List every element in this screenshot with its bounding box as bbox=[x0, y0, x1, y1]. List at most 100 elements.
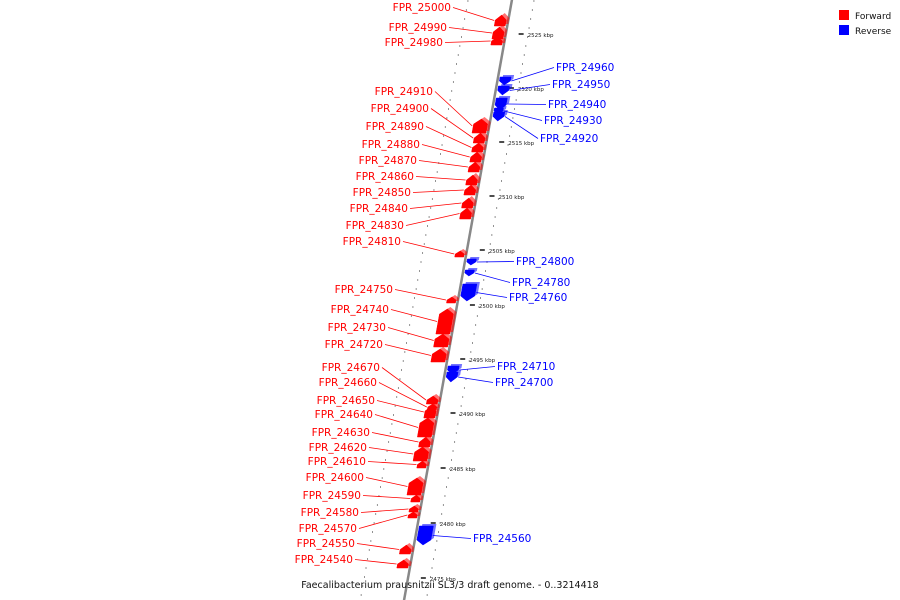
fpr-24810-label[interactable]: FPR_24810 bbox=[343, 236, 401, 248]
fpr-24780-glyph[interactable] bbox=[464, 269, 475, 277]
fpr-24650-glyph[interactable] bbox=[423, 405, 437, 419]
fpr-24920-glyph[interactable] bbox=[492, 111, 506, 122]
fpr-24810-leader-line bbox=[402, 241, 455, 255]
fpr-24550-glyph[interactable] bbox=[399, 544, 412, 555]
fpr-24780-label[interactable]: FPR_24780 bbox=[512, 277, 570, 289]
legend-swatch-reverse bbox=[839, 25, 849, 35]
fpr-24620-glyph[interactable] bbox=[412, 446, 429, 462]
fpr-24700-label[interactable]: FPR_24700 bbox=[495, 377, 553, 389]
fpr-24890-label[interactable]: FPR_24890 bbox=[366, 121, 424, 133]
fpr-24740-label[interactable]: FPR_24740 bbox=[331, 304, 389, 316]
fpr-24670-leader-line bbox=[381, 367, 427, 401]
fpr-24640-glyph[interactable] bbox=[417, 417, 435, 438]
scale-tick-label: 2525 kbp bbox=[528, 33, 554, 39]
fpr-24540-glyph[interactable] bbox=[396, 559, 409, 569]
scale-tick-label: 2485 kbp bbox=[450, 467, 476, 473]
fpr-24860-glyph[interactable] bbox=[465, 174, 478, 186]
fpr-24630-label[interactable]: FPR_24630 bbox=[312, 427, 370, 439]
fpr-24590-glyph[interactable] bbox=[410, 494, 421, 503]
fpr-24910-leader-line bbox=[434, 91, 473, 127]
fpr-24920-label[interactable]: FPR_24920 bbox=[540, 133, 598, 145]
fpr-24590-label[interactable]: FPR_24590 bbox=[303, 490, 361, 502]
fpr-24570-glyph[interactable] bbox=[407, 511, 418, 519]
map-caption: Faecalibacterium prausnitzii SL3/3 draft… bbox=[301, 580, 598, 591]
fpr-24850-label[interactable]: FPR_24850 bbox=[353, 187, 411, 199]
fpr-24830-glyph[interactable] bbox=[459, 207, 472, 220]
fpr-24660-label[interactable]: FPR_24660 bbox=[319, 377, 377, 389]
fpr-24720-label[interactable]: FPR_24720 bbox=[325, 339, 383, 351]
fpr-24670-label[interactable]: FPR_24670 bbox=[322, 362, 380, 374]
fpr-24880-glyph[interactable] bbox=[469, 151, 482, 163]
fpr-24730-label[interactable]: FPR_24730 bbox=[328, 322, 386, 334]
fpr-24750-glyph[interactable] bbox=[446, 296, 457, 304]
fpr-24860-label[interactable]: FPR_24860 bbox=[356, 171, 414, 183]
fpr-24950-label[interactable]: FPR_24950 bbox=[552, 79, 610, 91]
fpr-24990-label[interactable]: FPR_24990 bbox=[389, 22, 447, 34]
fpr-24910-glyph[interactable] bbox=[471, 118, 488, 134]
fpr-24540-label[interactable]: FPR_24540 bbox=[295, 554, 353, 566]
fpr-24560-glyph[interactable] bbox=[416, 525, 434, 546]
fpr-24600-glyph[interactable] bbox=[406, 477, 424, 496]
fpr-24760-glyph[interactable] bbox=[460, 283, 478, 302]
fpr-24870-label[interactable]: FPR_24870 bbox=[359, 155, 417, 167]
fpr-24840-label[interactable]: FPR_24840 bbox=[350, 203, 408, 215]
fpr-24570-leader-line bbox=[358, 514, 408, 529]
fpr-24960-glyph[interactable] bbox=[499, 76, 512, 86]
fpr-24540-leader-line bbox=[354, 559, 397, 565]
fpr-24610-glyph[interactable] bbox=[416, 460, 427, 469]
fpr-24630-leader-line bbox=[371, 432, 419, 443]
fpr-24730-glyph[interactable] bbox=[433, 333, 450, 348]
scale-tick-label: 2495 kbp bbox=[469, 358, 495, 364]
fpr-24950-glyph[interactable] bbox=[497, 85, 510, 96]
fpr-25000-label[interactable]: FPR_25000 bbox=[393, 2, 451, 14]
fpr-24800-glyph[interactable] bbox=[466, 258, 477, 266]
fpr-24850-glyph[interactable] bbox=[463, 184, 477, 196]
fpr-24960-label[interactable]: FPR_24960 bbox=[556, 62, 614, 74]
fpr-24700-glyph[interactable] bbox=[445, 371, 459, 383]
fpr-24620-leader-line bbox=[368, 447, 414, 455]
fpr-24880-label[interactable]: FPR_24880 bbox=[362, 139, 420, 151]
fpr-24710-label[interactable]: FPR_24710 bbox=[497, 361, 555, 373]
fpr-24980-glyph[interactable] bbox=[490, 36, 503, 46]
fpr-24750-label[interactable]: FPR_24750 bbox=[335, 284, 393, 296]
fpr-24650-label[interactable]: FPR_24650 bbox=[317, 395, 375, 407]
fpr-24840-glyph[interactable] bbox=[461, 197, 474, 209]
fpr-24720-glyph[interactable] bbox=[430, 348, 447, 363]
fpr-24830-label[interactable]: FPR_24830 bbox=[346, 220, 404, 232]
scale-tick-label: 2475 kbp bbox=[430, 577, 456, 583]
scale-tick-label: 2515 kbp bbox=[508, 141, 534, 147]
fpr-24960-leader-line bbox=[511, 67, 555, 82]
fpr-24610-label[interactable]: FPR_24610 bbox=[308, 456, 366, 468]
fpr-24870-glyph[interactable] bbox=[467, 161, 481, 173]
fpr-24760-label[interactable]: FPR_24760 bbox=[509, 292, 567, 304]
fpr-24900-glyph[interactable] bbox=[472, 132, 486, 144]
fpr-24900-label[interactable]: FPR_24900 bbox=[371, 103, 429, 115]
fpr-24940-label[interactable]: FPR_24940 bbox=[548, 99, 606, 111]
fpr-24640-label[interactable]: FPR_24640 bbox=[315, 409, 373, 421]
fpr-24930-label[interactable]: FPR_24930 bbox=[544, 115, 602, 127]
fpr-24570-label[interactable]: FPR_24570 bbox=[299, 523, 357, 535]
fpr-24620-label[interactable]: FPR_24620 bbox=[309, 442, 367, 454]
fpr-24550-label[interactable]: FPR_24550 bbox=[297, 538, 355, 550]
scale-tick-label: 2500 kbp bbox=[479, 304, 505, 310]
fpr-24800-label[interactable]: FPR_24800 bbox=[516, 256, 574, 268]
fpr-24600-label[interactable]: FPR_24600 bbox=[306, 472, 364, 484]
fpr-24630-glyph[interactable] bbox=[418, 436, 431, 448]
fpr-24890-glyph[interactable] bbox=[471, 142, 484, 153]
scale-tick-label: 2505 kbp bbox=[489, 249, 515, 255]
fpr-24670-glyph[interactable] bbox=[426, 395, 439, 405]
fpr-24910-label[interactable]: FPR_24910 bbox=[375, 86, 433, 98]
fpr-24560-label[interactable]: FPR_24560 bbox=[473, 533, 531, 545]
legend-label-forward: Forward bbox=[855, 12, 891, 22]
fpr-24710-leader-line bbox=[459, 366, 496, 371]
fpr-24980-label[interactable]: FPR_24980 bbox=[385, 37, 443, 49]
fpr-25000-glyph[interactable] bbox=[493, 14, 507, 27]
fpr-24650-leader-line bbox=[376, 400, 424, 413]
fpr-24950-leader-line bbox=[509, 84, 551, 91]
fpr-24580-label[interactable]: FPR_24580 bbox=[301, 507, 359, 519]
fpr-24740-glyph[interactable] bbox=[435, 308, 454, 335]
fpr-24940-leader-line bbox=[507, 103, 547, 105]
fpr-24760-leader-line bbox=[476, 292, 508, 298]
fpr-24810-glyph[interactable] bbox=[454, 250, 465, 258]
